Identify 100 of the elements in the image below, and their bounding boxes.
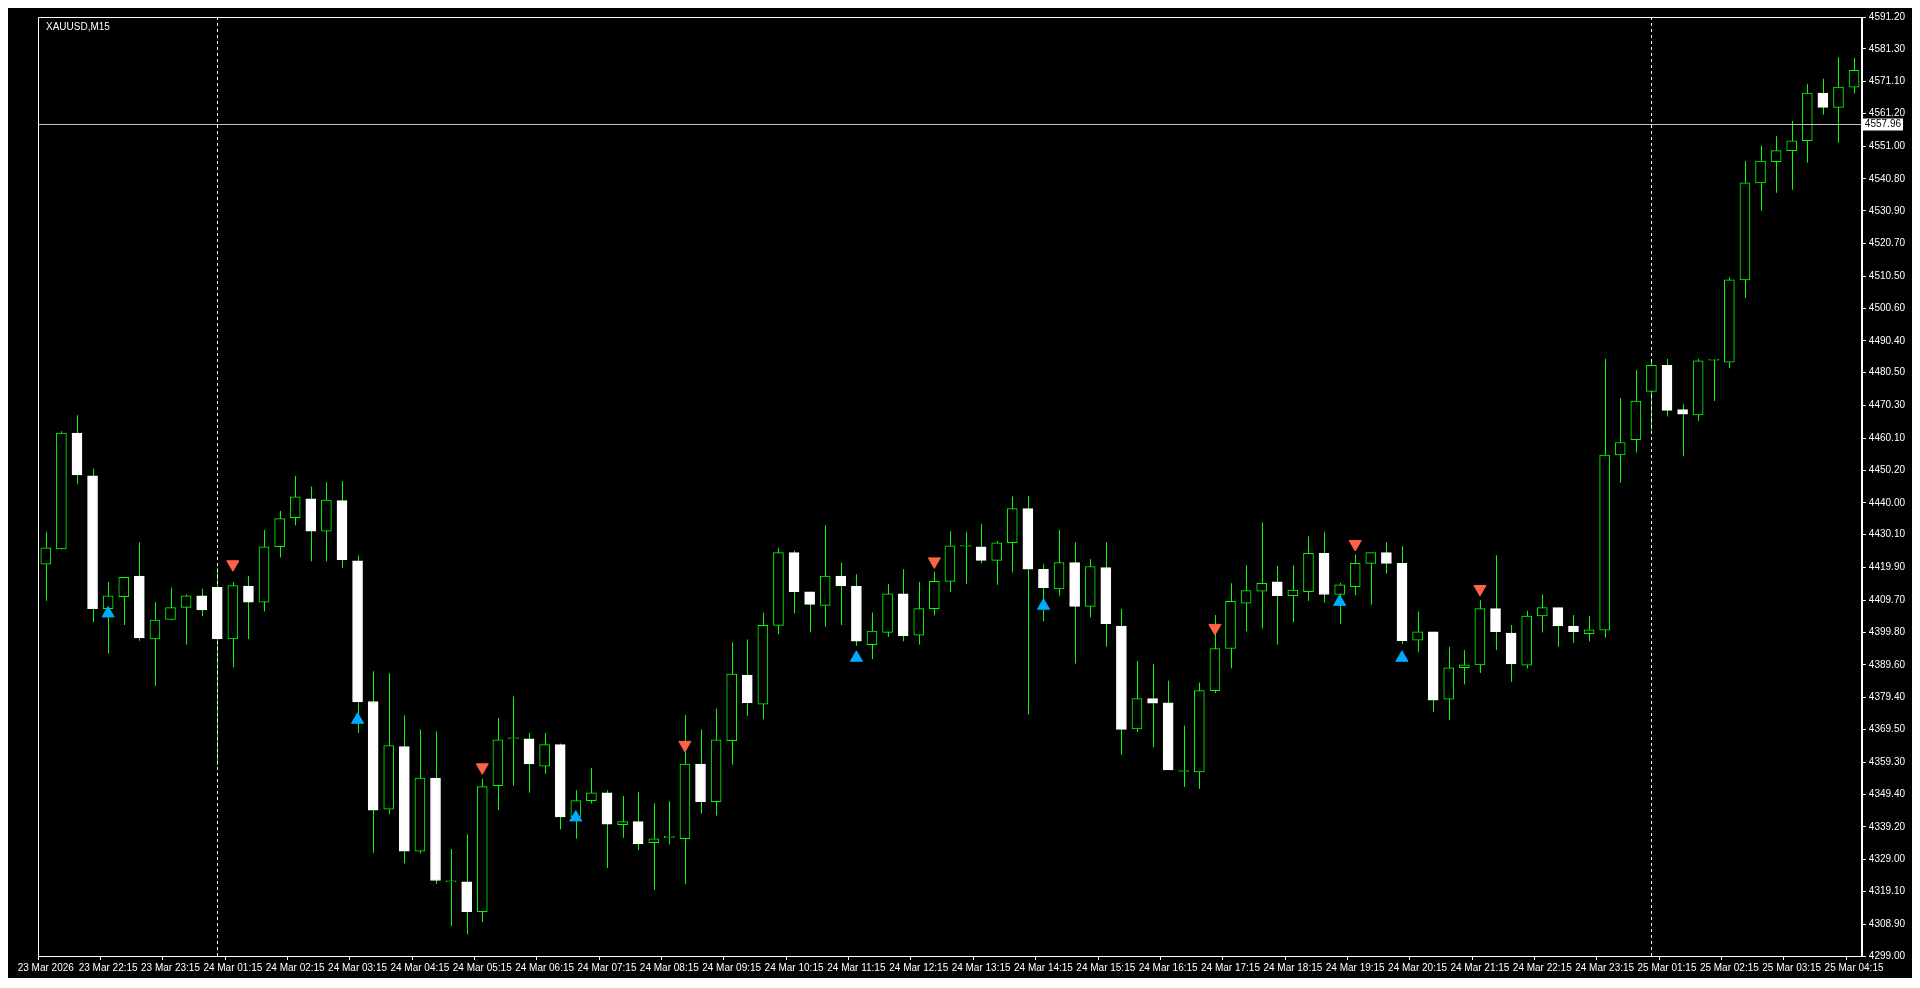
chart-title: XAUUSD,M15 xyxy=(46,20,111,32)
candlestick xyxy=(243,575,254,640)
x-tick-label: 24 Mar 02:15 xyxy=(265,961,326,973)
x-tick-label: 24 Mar 16:15 xyxy=(1138,961,1199,973)
y-tick-label: 4339.20 xyxy=(1868,820,1906,832)
y-tick-label: 4490.40 xyxy=(1868,334,1906,346)
x-tick-label: 24 Mar 21:15 xyxy=(1450,961,1510,973)
candlestick xyxy=(508,695,519,787)
candlestick xyxy=(445,848,457,927)
candlestick xyxy=(1038,563,1049,622)
candlestick xyxy=(1614,397,1626,484)
candlestick xyxy=(1568,614,1579,644)
candlestick xyxy=(289,475,301,526)
y-tick-label: 4399.80 xyxy=(1868,625,1906,637)
y-tick-label: 4308.90 xyxy=(1868,917,1906,929)
candlestick xyxy=(632,791,644,851)
x-tick-label: 24 Mar 23:15 xyxy=(1575,961,1635,973)
x-tick-label: 24 Mar 17:15 xyxy=(1201,961,1261,973)
candlestick xyxy=(991,540,1003,586)
x-tick-label: 24 Mar 04:15 xyxy=(390,961,450,973)
candlestick xyxy=(1365,552,1377,606)
candlestick xyxy=(102,581,114,654)
candlestick xyxy=(586,767,597,804)
candlestick xyxy=(1708,358,1720,402)
candlestick xyxy=(1381,541,1392,575)
y-tick-label: 4540.80 xyxy=(1868,172,1906,184)
candlestick xyxy=(1817,78,1829,116)
candlestick xyxy=(1490,554,1501,651)
x-tick-label: 24 Mar 13:15 xyxy=(951,961,1011,973)
candlestick xyxy=(1349,554,1361,596)
y-tick-label: 4440.00 xyxy=(1868,496,1906,508)
x-tick-label: 24 Mar 01:15 xyxy=(203,961,263,973)
y-tick-label: 4530.90 xyxy=(1868,204,1906,216)
candlestick xyxy=(1677,403,1688,457)
x-tick-label: 24 Mar 12:15 xyxy=(889,961,949,973)
x-tick-label: 24 Mar 20:15 xyxy=(1388,961,1448,973)
x-tick-label: 25 Mar 03:15 xyxy=(1762,961,1822,973)
y-tick-label: 4379.40 xyxy=(1868,691,1906,703)
y-tick-label: 4329.00 xyxy=(1868,853,1906,865)
x-tick-label: 25 Mar 04:15 xyxy=(1824,961,1884,973)
candlestick xyxy=(648,802,660,891)
candlestick xyxy=(1240,564,1252,632)
candlestick xyxy=(1833,56,1844,144)
x-tick-label: 24 Mar 15:15 xyxy=(1076,961,1136,973)
y-tick-label: 4470.30 xyxy=(1868,399,1906,411)
candlestick xyxy=(1536,593,1548,633)
y-tick-label: 4561.20 xyxy=(1868,107,1906,119)
y-tick-label: 4409.70 xyxy=(1868,594,1906,606)
y-tick-label: 4460.10 xyxy=(1868,432,1906,444)
candlestick xyxy=(523,732,535,794)
x-tick-label: 24 Mar 07:15 xyxy=(577,961,637,973)
x-tick-label: 24 Mar 09:15 xyxy=(702,961,762,973)
candlestick xyxy=(149,601,161,687)
candlestick xyxy=(180,593,192,646)
candlestick xyxy=(975,523,987,564)
candlestick xyxy=(1552,607,1564,648)
y-tick-label: 4571.10 xyxy=(1868,75,1906,87)
y-tick-label: 4510.50 xyxy=(1868,270,1906,282)
y-tick-label: 4299.00 xyxy=(1868,949,1906,961)
y-tick-label: 4369.50 xyxy=(1868,723,1906,735)
y-tick-label: 4389.60 xyxy=(1868,658,1906,670)
x-tick-label: 24 Mar 08:15 xyxy=(639,961,700,973)
candlestick xyxy=(1583,615,1595,642)
y-tick-label: 4430.10 xyxy=(1868,528,1906,540)
x-tick-label: 23 Mar 2026 xyxy=(17,961,75,973)
ref-line-label: 4557.96 xyxy=(1864,118,1902,130)
candlestick xyxy=(1147,663,1158,748)
y-tick-label: 4551.00 xyxy=(1868,139,1906,151)
y-tick-label: 4520.70 xyxy=(1868,237,1906,249)
y-tick-label: 4359.30 xyxy=(1868,755,1906,767)
x-tick-label: 24 Mar 10:15 xyxy=(764,961,824,973)
y-tick-label: 4319.10 xyxy=(1868,885,1906,897)
x-tick-label: 23 Mar 23:15 xyxy=(141,961,201,973)
candlestick xyxy=(835,562,847,626)
x-tick-label: 24 Mar 03:15 xyxy=(328,961,388,973)
x-tick-label: 24 Mar 18:15 xyxy=(1263,961,1323,973)
y-tick-label: 4349.40 xyxy=(1868,787,1906,799)
x-tick-label: 24 Mar 05:15 xyxy=(452,961,513,973)
x-tick-label: 25 Mar 01:15 xyxy=(1637,961,1697,973)
candlestick xyxy=(1755,145,1766,212)
x-tick-label: 24 Mar 14:15 xyxy=(1013,961,1074,973)
y-tick-label: 4581.30 xyxy=(1868,42,1906,54)
candlestick xyxy=(1334,582,1345,625)
candlestick xyxy=(118,576,130,626)
x-tick-label: 24 Mar 11:15 xyxy=(827,961,886,973)
x-tick-label: 25 Mar 02:15 xyxy=(1699,961,1760,973)
x-tick-label: 24 Mar 19:15 xyxy=(1325,961,1386,973)
candlestick xyxy=(1271,565,1283,646)
y-tick-label: 4500.60 xyxy=(1868,301,1906,313)
x-tick-label: 24 Mar 22:15 xyxy=(1512,961,1573,973)
candlestick xyxy=(1786,120,1798,191)
candlestick xyxy=(1256,521,1268,630)
candlestick xyxy=(1412,611,1423,653)
y-tick-label: 4450.20 xyxy=(1868,463,1906,475)
x-tick-label: 23 Mar 22:15 xyxy=(78,961,139,973)
x-tick-label: 24 Mar 06:15 xyxy=(515,961,575,973)
y-tick-label: 4419.90 xyxy=(1868,561,1906,573)
candlestick xyxy=(539,732,550,775)
y-tick-label: 4591.20 xyxy=(1868,10,1906,22)
candlestick xyxy=(960,531,971,585)
